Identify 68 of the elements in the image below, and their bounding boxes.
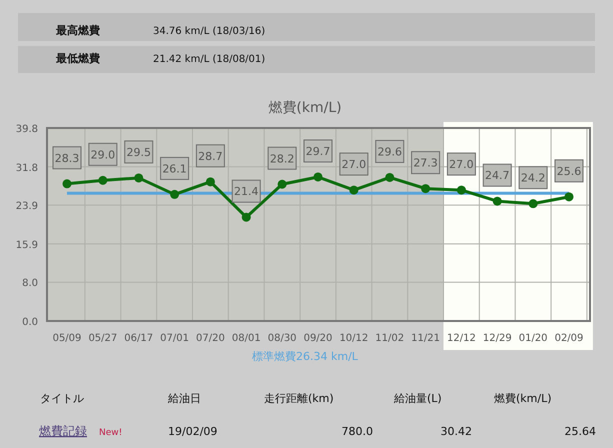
x-tick-label: 08/30: [268, 333, 297, 344]
text: 燃費(km/L): [494, 392, 552, 405]
point: [170, 190, 180, 199]
text: 給油日: [167, 392, 201, 405]
x-tick-label: 12/12: [447, 333, 476, 344]
text: New!: [99, 428, 122, 438]
point: [206, 177, 215, 186]
text: 燃費記録: [39, 424, 87, 438]
point: [278, 180, 287, 189]
point: [349, 186, 358, 195]
x-tick-label: 12/29: [482, 333, 512, 344]
point: [98, 176, 108, 185]
x-tick-label: 09/20: [304, 333, 332, 344]
text: 26.1: [162, 162, 187, 176]
point: [242, 212, 251, 222]
text: 24.2: [520, 172, 546, 185]
text: タイトル: [40, 392, 84, 405]
text: 27.0: [342, 158, 366, 172]
text: 29.0: [90, 148, 116, 162]
x-tick-label: 11/21: [411, 333, 440, 344]
x-tick-label: 07/20: [196, 333, 225, 344]
text: 21.4: [234, 185, 259, 198]
point: [385, 172, 394, 182]
x-tick-label: 06/17: [124, 333, 154, 344]
point: [134, 173, 144, 182]
x-tick-label: 11/02: [375, 333, 404, 344]
x-tick-label: 07/01: [160, 333, 189, 344]
text: 27.3: [413, 156, 438, 170]
x-tick-label: 10/12: [339, 333, 368, 344]
ref-line-label: 標準燃費26.34 km/L: [252, 350, 359, 363]
text: 29.7: [306, 144, 330, 158]
text: 28.7: [198, 150, 223, 163]
text: 28.3: [54, 152, 80, 165]
x-tick-label: 08/01: [232, 333, 261, 344]
x-tick-label: 05/27: [88, 333, 118, 344]
point: [564, 192, 574, 202]
text: 給油量(L): [393, 392, 442, 405]
y-tick-label: 0.0: [22, 317, 38, 328]
point: [456, 186, 466, 195]
y-tick-label: 23.9: [16, 201, 38, 212]
text: 27.0: [449, 158, 474, 172]
text: 25.64: [564, 425, 596, 438]
text: 走行距離(km): [264, 392, 334, 405]
x-tick-label: 01/20: [518, 333, 548, 344]
text: 最高燃費: [55, 24, 100, 37]
point: [314, 172, 322, 182]
text: 24.7: [485, 169, 510, 182]
text: 19/02/09: [168, 425, 218, 438]
point: [492, 196, 502, 206]
point: [62, 179, 72, 188]
text: 21.42 km/L (18/08/01): [153, 54, 266, 65]
y-tick-label: 39.8: [16, 124, 38, 135]
text: 780.0: [342, 425, 373, 438]
text: 28.2: [270, 152, 294, 166]
point: [421, 184, 430, 194]
y-tick-label: 15.9: [16, 240, 38, 251]
text: 29.5: [126, 146, 151, 159]
text: 最低燃費: [55, 52, 100, 65]
x-tick-label: 05/09: [52, 333, 82, 344]
text: 34.76 km/L (18/03/16): [153, 26, 266, 37]
x-tick-label: 02/09: [554, 333, 584, 344]
text: 30.42: [440, 425, 472, 438]
point: [528, 199, 538, 208]
y-tick-label: 8.0: [22, 278, 38, 290]
text: 25.6: [556, 164, 582, 178]
y-tick-label: 31.8: [16, 162, 38, 174]
text: 29.6: [377, 145, 402, 158]
chart-title: 燃費(km/L): [268, 100, 342, 116]
